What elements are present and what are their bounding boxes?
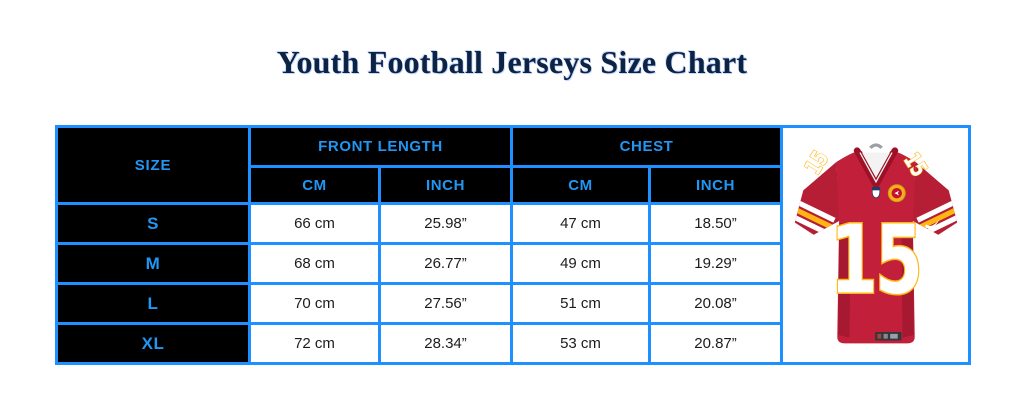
jersey-illustration: 15 15 <box>794 143 957 344</box>
front-length-cm-cell: 70 cm <box>248 282 381 325</box>
nfl-shield-icon <box>871 187 880 199</box>
collar-band <box>853 147 898 192</box>
nike-swoosh-icon <box>924 219 939 229</box>
side-panel-right <box>901 222 914 338</box>
table-row: M 68 cm 26.77” 49 cm 19.29” <box>55 242 970 285</box>
chest-inch-cell: 18.50” <box>648 202 784 245</box>
team-patch-icon <box>887 184 906 203</box>
table-row: XL 72 cm 28.34” 53 cm 20.87” <box>55 322 970 365</box>
header-row-units: CM INCH CM INCH <box>57 165 970 205</box>
collar-inner-area <box>858 152 893 183</box>
size-chart-table: SIZE FRONT LENGTH CHEST <box>55 125 972 365</box>
svg-text:15: 15 <box>829 206 919 316</box>
subheader-front-inch: INCH <box>377 165 514 205</box>
subheader-chest-cm: CM <box>510 165 652 205</box>
header-row-groups: SIZE FRONT LENGTH CHEST <box>55 125 972 365</box>
subheader-chest-inch: INCH <box>648 165 784 205</box>
front-length-inch-cell: 28.34” <box>377 322 514 365</box>
table-row: L 70 cm 27.56” 51 cm 20.08” <box>55 282 970 325</box>
hanger-loop <box>868 143 883 150</box>
front-length-inch-cell: 25.98” <box>377 202 514 245</box>
size-cell: S <box>55 202 251 245</box>
chest-inch-cell: 20.08” <box>648 282 784 325</box>
chest-cm-cell: 51 cm <box>510 282 652 325</box>
header-chest: CHEST <box>510 125 784 168</box>
jersey-image: 15 15 <box>780 125 972 365</box>
size-cell: L <box>55 282 251 325</box>
chest-inch-cell: 20.87” <box>648 322 784 365</box>
front-length-cm-cell: 68 cm <box>248 242 381 285</box>
chest-inch-cell: 19.29” <box>648 242 784 285</box>
subheader-front-cm: CM <box>248 165 381 205</box>
page-title: Youth Football Jerseys Size Chart <box>276 44 748 80</box>
chest-number: 15 <box>828 204 924 316</box>
jock-tag <box>874 332 902 341</box>
front-length-inch-cell: 26.77” <box>377 242 514 285</box>
chest-cm-cell: 49 cm <box>510 242 652 285</box>
size-cell: M <box>55 242 251 285</box>
side-panel-left <box>837 222 851 338</box>
chest-cm-cell: 53 cm <box>510 322 652 365</box>
chest-cm-cell: 47 cm <box>510 202 652 245</box>
front-length-inch-cell: 27.56” <box>377 282 514 325</box>
size-cell: XL <box>55 322 251 365</box>
header-front-length: FRONT LENGTH <box>247 125 514 168</box>
header-size: SIZE <box>55 125 251 205</box>
table-row: S 66 cm 25.98” 47 cm 18.50” <box>55 202 970 245</box>
front-length-cm-cell: 66 cm <box>248 202 381 245</box>
front-length-cm-cell: 72 cm <box>248 322 381 365</box>
collar-piping <box>858 152 893 184</box>
